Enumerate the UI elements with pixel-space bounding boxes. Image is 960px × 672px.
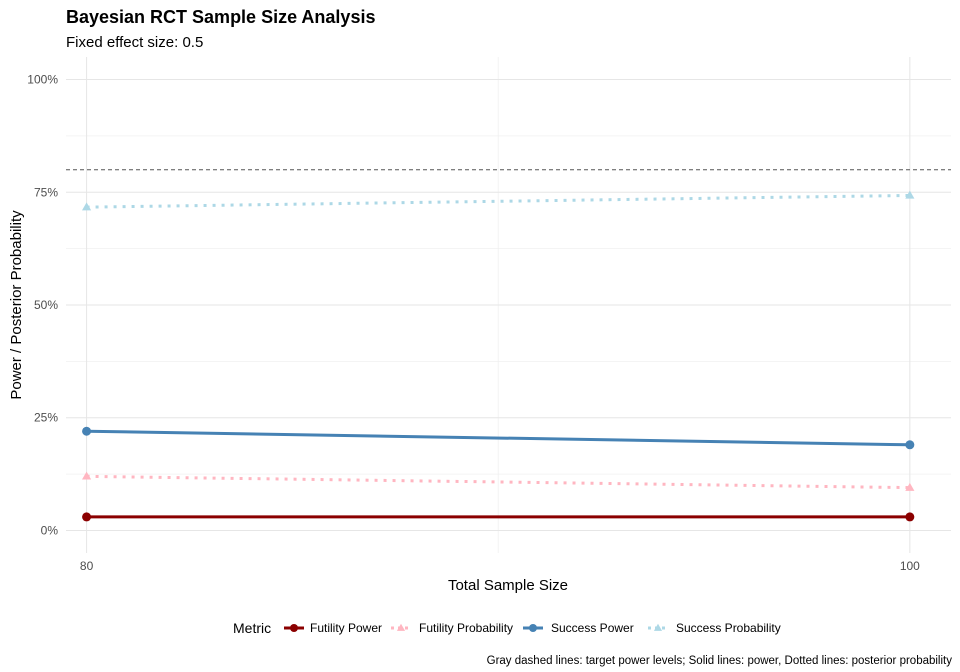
series-line [86,193,910,209]
chart-title: Bayesian RCT Sample Size Analysis [66,7,375,27]
x-tick-label: 100 [900,559,920,573]
chart-subtitle: Fixed effect size: 0.5 [66,34,203,51]
y-tick-label: 75% [34,185,58,199]
legend-label: Futility Probability [419,621,513,635]
data-point [905,440,915,450]
x-tick-label: 80 [80,559,94,573]
grid [66,57,951,553]
legend-title: Metric [233,620,271,636]
legend-swatch-marker [653,623,663,631]
data-point [82,426,92,436]
y-axis-ticks: 0% 25% 50% 75% 100% [27,73,58,538]
legend-key-futility-probability [391,623,411,631]
y-tick-label: 25% [34,411,58,425]
series-success-power [82,426,915,450]
series-layer [81,190,915,522]
chart-caption: Gray dashed lines: target power levels; … [487,655,953,667]
y-axis-title: Power / Posterior Probability [8,210,25,400]
y-tick-label: 100% [27,73,58,87]
data-point [905,482,915,491]
legend-key-success-power [523,624,543,632]
data-point [905,190,915,199]
legend-swatch-marker [290,624,298,632]
legend-swatch-marker [529,624,537,632]
series-line [86,429,910,447]
data-point [81,471,92,480]
legend-key-success-probability [648,623,668,631]
x-axis-title: Total Sample Size [448,577,568,594]
series-futility-power [82,512,915,522]
y-tick-label: 50% [34,298,58,312]
legend-key-futility-power [284,624,304,632]
data-point [82,512,92,522]
legend-label: Success Probability [676,621,781,635]
series-futility-probability [81,471,915,491]
legend-label: Futility Power [310,621,382,635]
legend: Metric Futility Power Futility Probabilit… [233,620,781,636]
data-point [81,202,92,211]
x-axis-ticks: 80 100 [80,559,920,573]
series-success-probability [81,190,915,211]
legend-swatch-marker [396,623,406,631]
legend-label: Success Power [551,621,634,635]
data-point [905,512,915,522]
y-tick-label: 0% [41,523,59,537]
series-line [86,474,910,490]
